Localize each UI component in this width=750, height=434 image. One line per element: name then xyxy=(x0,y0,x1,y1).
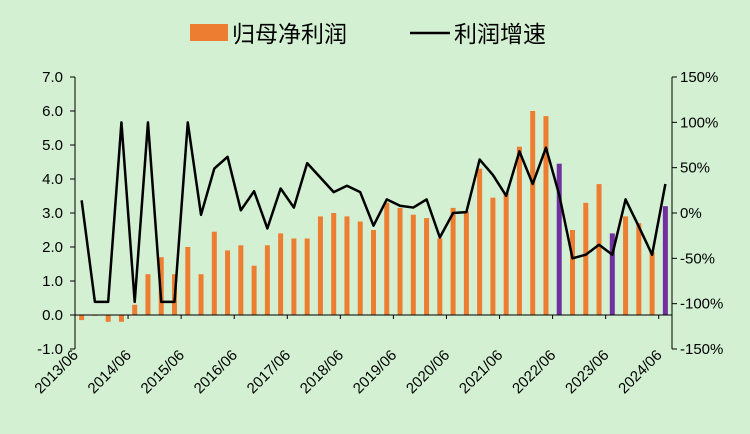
x-tick-label-9: 2022/06 xyxy=(509,347,559,397)
bar-14 xyxy=(264,245,270,315)
bar-8 xyxy=(185,247,191,315)
left-tick-label-0: -1.0 xyxy=(37,341,63,358)
bar-9 xyxy=(198,274,204,315)
left-tick-label-4: 3.0 xyxy=(42,205,63,222)
x-tick-label-7: 2020/06 xyxy=(403,347,453,397)
bar-15 xyxy=(278,233,284,315)
bar-11 xyxy=(225,250,231,315)
bar-10 xyxy=(211,231,217,315)
x-tick-label-3: 2016/06 xyxy=(191,347,241,397)
right-tick-label-1: -100% xyxy=(680,296,723,313)
bar-23 xyxy=(384,202,390,315)
bar-5 xyxy=(145,274,151,315)
bar-16 xyxy=(291,238,297,315)
bar-42 xyxy=(636,223,642,315)
left-tick-label-2: 1.0 xyxy=(42,273,63,290)
left-tick-label-7: 6.0 xyxy=(42,103,63,120)
left-tick-label-3: 2.0 xyxy=(42,239,63,256)
left-tick-label-1: 0.0 xyxy=(42,307,63,324)
right-tick-label-4: 50% xyxy=(680,160,710,177)
bar-4 xyxy=(132,304,138,315)
legend: 归母净利润 利润增速 xyxy=(190,22,546,48)
bar-18 xyxy=(317,216,323,315)
x-tick-label-5: 2018/06 xyxy=(297,347,347,397)
bar-2 xyxy=(105,315,111,322)
legend-bar-label: 归母净利润 xyxy=(232,22,347,48)
x-tick-label-6: 2019/06 xyxy=(350,347,400,397)
bar-33 xyxy=(516,146,522,315)
right-tick-label-6: 150% xyxy=(680,69,718,86)
bar-41 xyxy=(623,216,629,315)
right-tick-label-2: -50% xyxy=(680,250,715,267)
right-tick-label-0: -150% xyxy=(680,341,723,358)
bar-44 xyxy=(662,206,668,315)
bar-13 xyxy=(251,265,257,315)
bar-17 xyxy=(304,238,310,315)
bar-38 xyxy=(583,202,589,315)
bar-30 xyxy=(477,168,483,315)
x-tick-label-2: 2015/06 xyxy=(138,347,188,397)
bar-27 xyxy=(437,238,443,315)
x-tick-label-8: 2021/06 xyxy=(456,347,506,397)
axes: -1.0 0.0 1.0 2.0 3.0 4.0 5.0 6.0 7.0 -150% -100% -5… xyxy=(31,69,723,397)
left-tick-label-8: 7.0 xyxy=(42,69,63,86)
bar-37 xyxy=(570,230,575,315)
x-tick-label-4: 2017/06 xyxy=(244,347,294,397)
bar-24 xyxy=(397,207,403,315)
bar-20 xyxy=(344,216,350,315)
bar-35 xyxy=(543,116,549,315)
left-tick-label-6: 5.0 xyxy=(42,137,63,154)
bar-31 xyxy=(490,197,496,315)
bar-12 xyxy=(238,245,244,315)
bar-34 xyxy=(530,111,536,315)
x-tick-label-10: 2023/06 xyxy=(562,347,612,397)
right-tick-label-3: 0% xyxy=(680,205,702,222)
legend-bar-swatch xyxy=(190,24,228,41)
x-tick-label-1: 2014/06 xyxy=(85,347,135,397)
bar-32 xyxy=(503,192,509,315)
bar-40 xyxy=(609,233,615,315)
bar-39 xyxy=(596,184,602,315)
bar-25 xyxy=(410,214,416,315)
bar-19 xyxy=(331,213,337,315)
bar-26 xyxy=(424,218,430,315)
bar-43 xyxy=(649,252,655,315)
bar-28 xyxy=(450,207,456,315)
bar-0 xyxy=(79,315,85,321)
legend-line-label: 利润增速 xyxy=(454,22,546,48)
x-tick-label-11: 2024/06 xyxy=(615,347,665,397)
bar-29 xyxy=(463,211,469,315)
bar-36 xyxy=(556,163,562,315)
bar-22 xyxy=(371,230,376,315)
right-tick-label-5: 100% xyxy=(680,114,718,131)
left-tick-label-5: 4.0 xyxy=(42,171,63,188)
plot-area xyxy=(79,111,668,322)
bar-21 xyxy=(357,221,363,315)
bar-3 xyxy=(118,315,124,322)
